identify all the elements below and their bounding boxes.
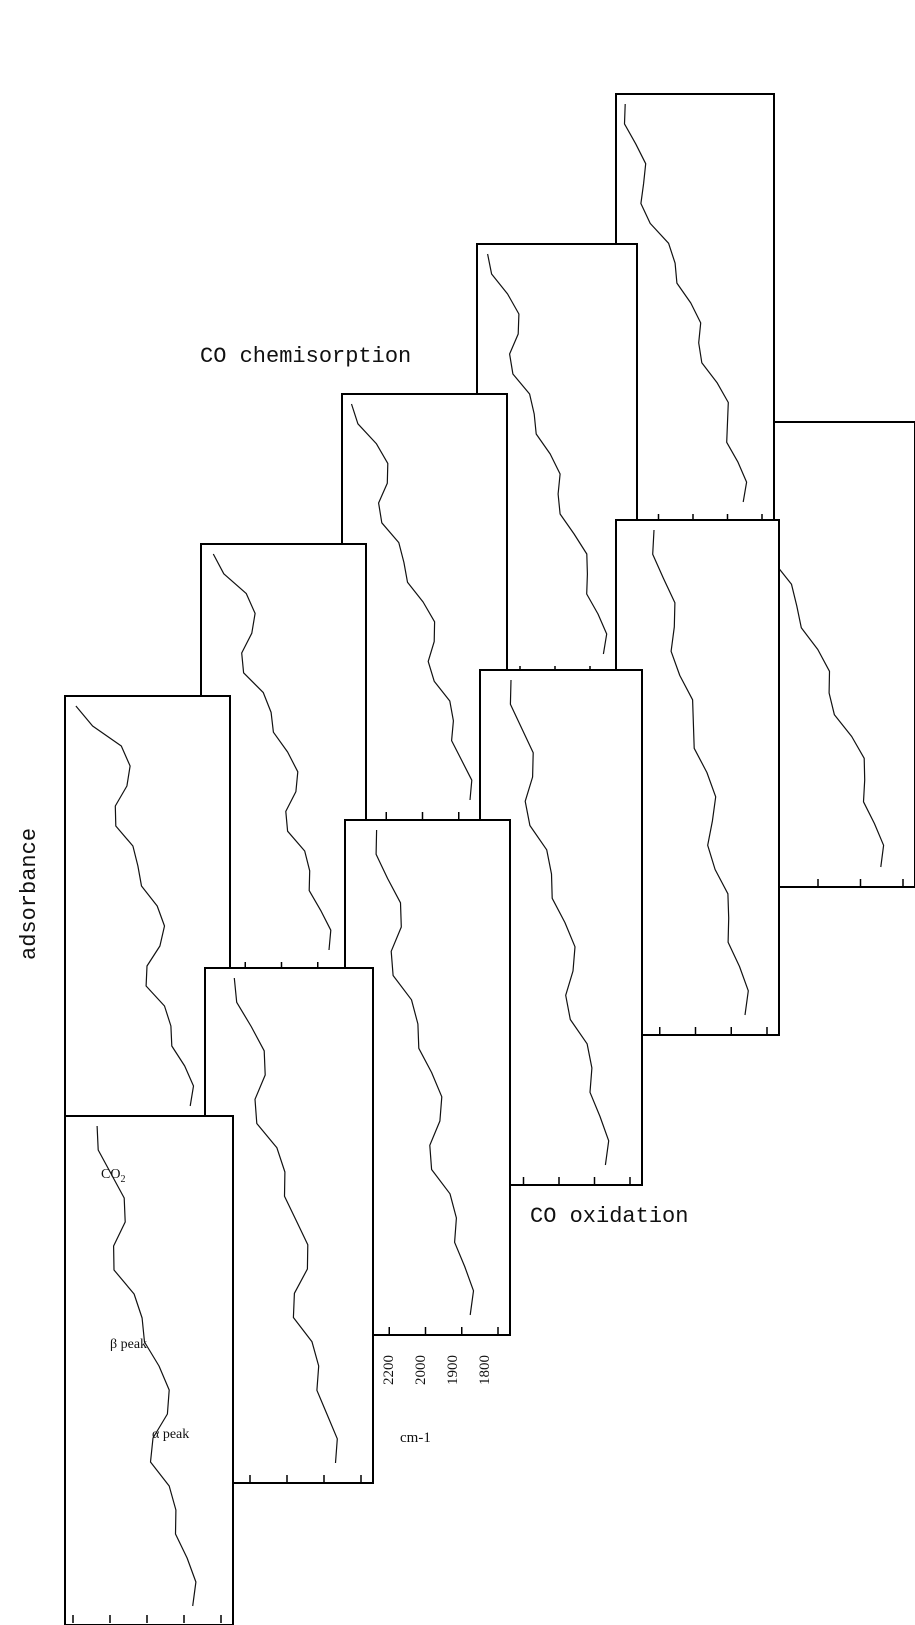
spectrum-trace xyxy=(233,977,338,1464)
x-tick-label: 2000 xyxy=(413,1355,429,1385)
spectrum-trace xyxy=(487,253,608,655)
spectrum-trace xyxy=(623,103,748,503)
annotation-co2-subscript: 2 xyxy=(120,1174,125,1185)
annotation-beta-peak: β peak xyxy=(110,1337,147,1352)
x-axis-unit-label: cm-1 xyxy=(400,1430,431,1446)
spectrum-trace xyxy=(375,829,475,1316)
y-axis-label: adsorbance xyxy=(17,828,42,960)
spectrum-trace xyxy=(652,529,749,1016)
spectrum-panel xyxy=(64,695,231,1127)
row-label-chemisorption: CO chemisorption xyxy=(200,344,411,369)
spectrum-frame xyxy=(615,93,775,523)
x-tick-label: 1900 xyxy=(445,1355,461,1385)
x-tick-label: 1800 xyxy=(477,1355,493,1385)
x-tick-label: 2200 xyxy=(381,1355,397,1385)
row-label-oxidation: CO oxidation xyxy=(530,1204,688,1229)
spectrum-frame xyxy=(64,695,231,1127)
spectrum-trace xyxy=(350,403,473,801)
spectrum-frame xyxy=(64,1115,234,1625)
spectrum-panel xyxy=(615,93,775,523)
spectrum-trace xyxy=(509,679,610,1166)
annotation-alpha-peak: α peak xyxy=(152,1427,189,1442)
annotation-co2-text: CO xyxy=(101,1167,120,1182)
spectrum-panels xyxy=(64,93,915,1625)
spectrum-trace xyxy=(75,705,195,1107)
spectrum-trace xyxy=(96,1125,197,1607)
spectrum-panel xyxy=(615,519,780,1036)
spectrum-panel xyxy=(64,1115,234,1625)
x-tick-labels: 2200 2000 1900 1800 xyxy=(381,1355,493,1385)
spectrum-frame xyxy=(615,519,780,1036)
spectrum-trace xyxy=(212,553,332,951)
annotation-co2: CO2 xyxy=(101,1167,125,1185)
